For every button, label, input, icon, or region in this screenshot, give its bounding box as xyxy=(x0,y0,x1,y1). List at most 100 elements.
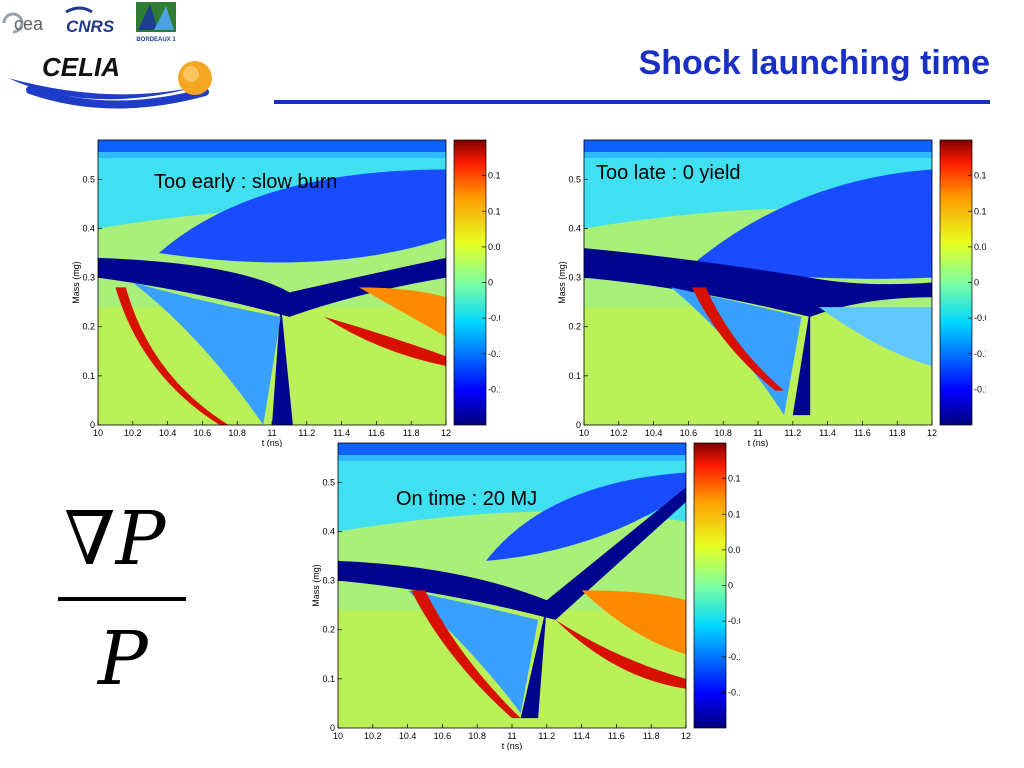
field-dark-shell xyxy=(98,257,446,317)
page-title: Shock launching time xyxy=(638,44,990,82)
y-tick-label: 0.1 xyxy=(568,371,581,381)
colorbar-tick-label: 0.15 xyxy=(728,474,740,484)
field-top-stripe xyxy=(584,140,932,152)
y-tick-label: 0.2 xyxy=(568,322,581,332)
colorbar xyxy=(939,139,973,426)
cea-logo-icon: cea xyxy=(0,8,58,38)
x-tick-label: 12 xyxy=(681,731,691,741)
field-orange-lobe xyxy=(359,287,446,337)
colorbar-tick-label: 0.1 xyxy=(488,206,500,216)
x-tick-label: 11.6 xyxy=(854,428,871,438)
colorbar-tick-label: 0.15 xyxy=(974,171,986,181)
y-tick-label: 0.3 xyxy=(82,273,95,283)
field-top-stripe xyxy=(98,140,446,152)
field-top-stripe-2 xyxy=(584,152,932,158)
x-tick-label: 11 xyxy=(267,428,276,438)
colorbar-tick-label: -0.05 xyxy=(974,313,986,323)
panel-annotation-on-time: On time : 20 MJ xyxy=(396,488,538,510)
colorbar-tick-label: 0.15 xyxy=(488,171,500,181)
x-tick-label: 10.8 xyxy=(714,428,732,438)
colorbar-tick-label: 0 xyxy=(728,581,733,591)
celia-logo-icon: CELIA xyxy=(8,52,212,109)
x-tick-label: 10.4 xyxy=(645,428,663,438)
y-tick-label: 0.2 xyxy=(82,322,95,332)
x-tick-label: 10.6 xyxy=(680,428,698,438)
x-axis-label: t (ns) xyxy=(502,741,523,750)
logo-cea: cea xyxy=(0,8,58,38)
x-tick-label: 11.4 xyxy=(819,428,836,438)
y-tick-label: 0 xyxy=(576,420,581,430)
y-tick-label: 0.1 xyxy=(322,674,335,684)
formula-denominator: P xyxy=(98,616,148,702)
logo-university: BORDEAUX 1 xyxy=(128,0,184,44)
x-tick-label: 11.6 xyxy=(368,428,385,438)
y-axis-label: Mass (mg) xyxy=(311,564,321,607)
colorbar-tick-label: 0.05 xyxy=(488,242,500,252)
logo-cnrs: CNRS xyxy=(62,2,120,42)
y-tick-label: 0.2 xyxy=(322,625,335,635)
y-tick-label: 0.3 xyxy=(568,273,581,283)
heatmap-panel-too-early: 10 10.2 10.4 10.6 10.8 11 11.2 11.4 11.6 11.8 12 0 0… xyxy=(70,135,509,448)
heatmap-chart-on-time: 10 10.2 10.4 10.6 10.8 11 11.2 11.4 11.6 11.8 12 0 0… xyxy=(311,442,749,751)
celia-text: CELIA xyxy=(42,52,120,82)
field-dark-shell xyxy=(584,248,932,317)
x-tick-label: 10.6 xyxy=(194,428,212,438)
colorbar-tick-label: 0.05 xyxy=(974,242,986,252)
university-text: BORDEAUX 1 xyxy=(136,37,176,43)
x-tick-label: 10.4 xyxy=(399,731,417,741)
heatmap-field xyxy=(584,140,932,425)
x-tick-label: 10.8 xyxy=(468,731,486,741)
colorbar-tick-label: 0 xyxy=(974,278,979,288)
field-blue-lobe xyxy=(485,472,686,561)
x-tick-label: 10 xyxy=(93,428,103,438)
x-axis-label: t (ns) xyxy=(262,438,283,447)
y-tick-label: 0.5 xyxy=(82,174,95,184)
x-tick-label: 10.2 xyxy=(610,428,628,438)
field-red-lobe xyxy=(324,316,446,367)
field-top-stripe-2 xyxy=(98,152,446,158)
y-tick-label: 0.4 xyxy=(82,223,95,233)
x-tick-label: 11.2 xyxy=(538,731,555,741)
field-red-lobe xyxy=(555,619,686,689)
cea-text: cea xyxy=(14,14,44,34)
x-tick-label: 11.2 xyxy=(784,428,801,438)
colorbar-tick-label: -0.05 xyxy=(488,313,500,323)
field-blue-lobe xyxy=(158,169,446,263)
x-tick-label: 11.8 xyxy=(889,428,906,438)
university-logo-icon: BORDEAUX 1 xyxy=(136,2,176,43)
colorbar-tick-label: -0.05 xyxy=(728,616,740,626)
y-tick-label: 0.5 xyxy=(568,174,581,184)
x-axis-label: t (ns) xyxy=(748,438,769,447)
x-tick-label: 10.2 xyxy=(364,731,382,741)
heatmap-field xyxy=(338,443,686,728)
x-tick-label: 11.4 xyxy=(333,428,350,438)
x-tick-label: 11 xyxy=(507,731,516,741)
title-underline xyxy=(274,100,990,104)
field-blue-lobe xyxy=(688,169,932,279)
y-tick-label: 0.4 xyxy=(322,526,335,536)
heatmap-chart-too-late: 10 10.2 10.4 10.6 10.8 11 11.2 11.4 11.6 11.8 12 0 0… xyxy=(557,139,995,448)
colorbar-tick-label: 0.1 xyxy=(974,206,986,216)
x-tick-label: 11.8 xyxy=(403,428,420,438)
y-tick-label: 0 xyxy=(90,420,95,430)
colorbar-tick-label: -0.15 xyxy=(974,384,986,394)
formula-numerator: ∇P xyxy=(64,496,166,582)
field-red-shock xyxy=(691,287,785,391)
y-tick-label: 0.5 xyxy=(322,477,335,487)
x-tick-label: 10.4 xyxy=(159,428,177,438)
x-tick-label: 11.4 xyxy=(573,731,590,741)
formula-fraction-bar xyxy=(58,597,186,601)
x-tick-label: 11.8 xyxy=(643,731,660,741)
y-axis-label: Mass (mg) xyxy=(557,261,567,304)
heatmap-field xyxy=(98,140,446,425)
field-orange-lobe xyxy=(581,590,686,655)
colorbar-tick-label: 0 xyxy=(488,278,493,288)
panel-annotation-too-late: Too late : 0 yield xyxy=(596,162,741,184)
x-tick-label: 10.6 xyxy=(434,731,452,741)
field-red-shock xyxy=(411,590,521,719)
colorbar-tick-label: -0.1 xyxy=(488,349,500,359)
logo-celia: CELIA xyxy=(0,46,220,116)
colorbar-tick-label: -0.15 xyxy=(728,687,740,697)
colorbar-tick-label: -0.15 xyxy=(488,384,500,394)
x-tick-label: 10 xyxy=(333,731,343,741)
